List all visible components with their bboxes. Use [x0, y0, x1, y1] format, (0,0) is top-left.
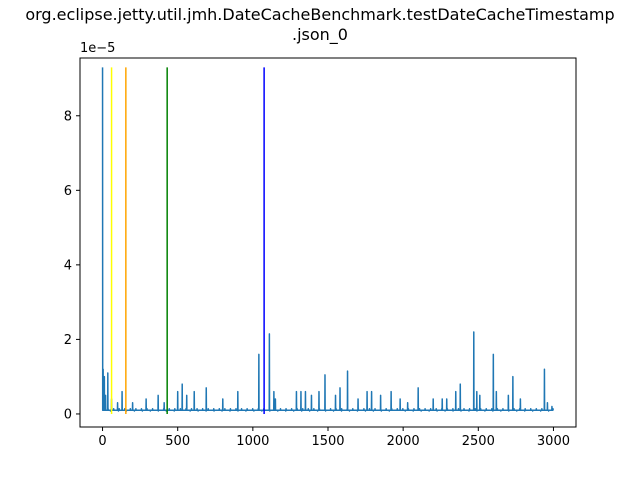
plot-area: [101, 67, 554, 414]
y-offset-label: 1e−5: [80, 41, 115, 56]
x-axis: 0 500 1000 1500 2000 2500 3000: [98, 427, 570, 449]
y-tick-label-2: 4: [64, 258, 72, 273]
plot-frame: [79, 57, 577, 428]
x-tick-label-6: 3000: [537, 434, 570, 449]
x-tick-label-1: 500: [165, 434, 190, 449]
x-tick-label-4: 2000: [387, 434, 420, 449]
x-tick-label-3: 1500: [311, 434, 344, 449]
y-tick-label-1: 2: [64, 333, 72, 348]
chart-title-line-2: .json_0: [292, 25, 348, 45]
y-axis: 0 2 4 6 8: [64, 109, 80, 422]
y-tick-label-3: 6: [64, 184, 72, 199]
x-tick-label-0: 0: [98, 434, 106, 449]
y-tick-label-4: 8: [64, 109, 72, 124]
x-tick-label-2: 1000: [236, 434, 269, 449]
x-tick-label-5: 2500: [462, 434, 495, 449]
series-line-0: [101, 67, 554, 412]
y-tick-label-0: 0: [64, 407, 72, 422]
chart-title-line-1: org.eclipse.jetty.util.jmh.DateCacheBenc…: [25, 5, 614, 24]
